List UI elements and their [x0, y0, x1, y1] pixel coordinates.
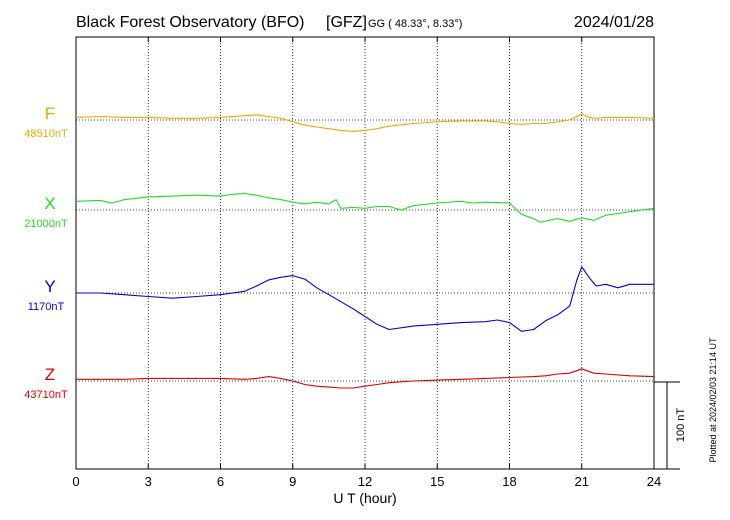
x-tick-label: 3	[145, 474, 152, 489]
series-line-x	[75, 192, 655, 223]
series-line-y	[76, 266, 654, 332]
series-baseline-z: 43710nT	[24, 389, 68, 401]
series-baseline-f: 48510nT	[24, 128, 68, 140]
series-name-f: F	[45, 104, 55, 123]
chart-title: Black Forest Observatory (BFO)	[76, 14, 305, 31]
x-tick-label: 9	[289, 474, 296, 489]
series-line-z	[76, 368, 655, 389]
plotted-timestamp: Plotted at 2024/02/03 21:14 UT	[708, 337, 718, 463]
x-tick-label: 15	[430, 474, 444, 489]
series-baseline-x: 21000nT	[24, 218, 68, 230]
chart-date: 2024/01/28	[574, 14, 654, 31]
x-tick-label: 6	[217, 474, 224, 489]
x-tick-label: 12	[358, 474, 372, 489]
x-tick-label: 0	[72, 474, 79, 489]
grid-lines	[147, 37, 583, 469]
series-name-x: X	[44, 194, 55, 213]
series-name-y: Y	[44, 277, 55, 296]
x-axis-ticks: 0 3 6 9 12 15 18 21 24	[72, 37, 661, 489]
x-axis-label: U T (hour)	[333, 490, 396, 506]
org-label: [GFZ]	[326, 14, 367, 31]
series-name-z: Z	[45, 365, 55, 384]
x-tick-label: 24	[647, 474, 661, 489]
scale-bar: 100 nT	[654, 381, 687, 470]
series-labels: F 48510nT X 21000nT Y 1170nT Z 43710nT	[24, 104, 68, 401]
scale-bar-label: 100 nT	[675, 408, 687, 443]
x-tick-label: 21	[575, 474, 589, 489]
station-coordinates: GG ( 48.33°, 8.33°)	[368, 18, 462, 30]
x-tick-label: 18	[502, 474, 516, 489]
series-baseline-y: 1170nT	[28, 301, 65, 313]
series-lines	[75, 113, 655, 389]
baselines	[76, 119, 654, 382]
series-line-f	[75, 113, 655, 132]
